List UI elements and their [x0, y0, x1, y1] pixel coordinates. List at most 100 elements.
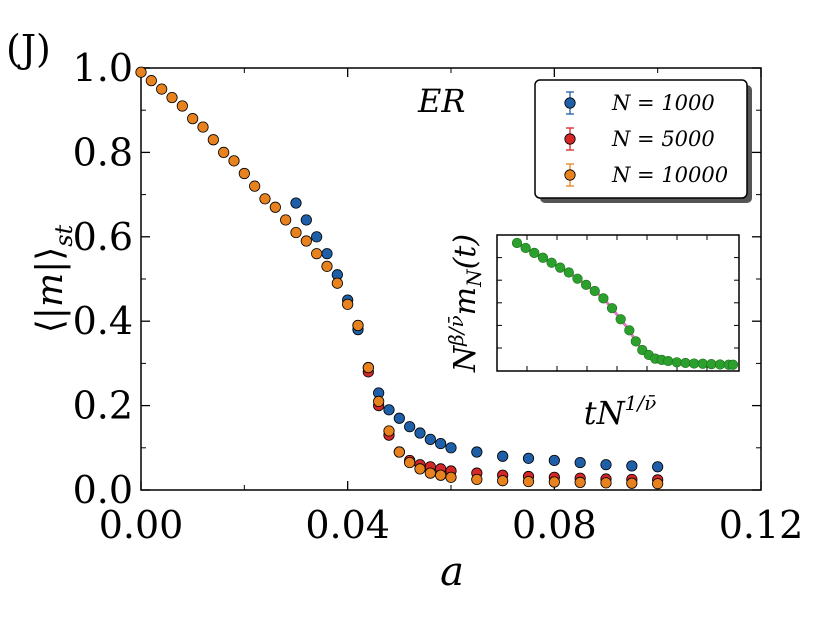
- inset-data-point: [555, 262, 566, 273]
- inset-data-point: [511, 237, 523, 249]
- y-tick-label: 1.0: [73, 46, 133, 90]
- x-tick-label: 0.00: [99, 503, 184, 547]
- x-axis-label: a: [440, 549, 464, 595]
- data-point: [362, 362, 374, 374]
- x-tick-label: 0.12: [719, 503, 804, 547]
- inset-data-point: [563, 267, 574, 278]
- data-point: [522, 475, 535, 488]
- inset-data-point: [630, 336, 641, 347]
- data-point: [652, 461, 664, 473]
- inset-data-point: [624, 325, 635, 336]
- y-tick-label: 0.0: [73, 468, 133, 512]
- data-point: [176, 100, 188, 112]
- legend-items: N = 1000 N = 5000 N = 10000: [564, 91, 728, 187]
- data-point: [574, 476, 586, 489]
- inset-data-point: [589, 285, 600, 297]
- legend-marker: [564, 133, 576, 145]
- inset-data-point: [663, 355, 674, 367]
- inset-data-point: [714, 359, 726, 370]
- data-point: [626, 477, 638, 489]
- inset-data-point: [697, 358, 708, 369]
- data-point: [600, 459, 612, 471]
- data-point: [238, 167, 250, 180]
- data-point: [290, 226, 302, 239]
- legend-label: N = 5000: [611, 127, 715, 151]
- legend-marker: [564, 169, 576, 181]
- data-point: [626, 460, 638, 472]
- data-point: [269, 201, 281, 213]
- data-point: [393, 412, 405, 424]
- data-point: [342, 298, 354, 310]
- data-point: [548, 454, 560, 467]
- data-point: [311, 231, 323, 243]
- data-point: [404, 421, 416, 433]
- main-points: [135, 66, 664, 490]
- data-point: [414, 427, 426, 439]
- data-point: [574, 456, 586, 469]
- data-point: [445, 471, 457, 483]
- inset-y-label: Nβ/ν̄mN(t): [444, 234, 486, 373]
- data-point: [373, 395, 385, 407]
- inset-ticks: [497, 235, 739, 371]
- inset-data-point: [537, 252, 549, 263]
- data-point: [321, 260, 333, 272]
- inset-x-label-text: tN1/ν̄: [584, 391, 656, 432]
- data-point: [300, 214, 312, 226]
- y-tick-label: 0.6: [73, 215, 133, 259]
- panel-label: (J): [6, 27, 51, 71]
- inset-data-point: [680, 357, 691, 369]
- inset-data-point: [546, 257, 557, 268]
- inset-data-point: [727, 359, 739, 370]
- data-point: [259, 193, 271, 205]
- data-point: [218, 146, 230, 158]
- data-point: [145, 75, 157, 87]
- inset-frame: [496, 234, 740, 372]
- inset-y-label-text: Nβ/ν̄mN(t): [444, 234, 486, 373]
- data-point: [652, 478, 664, 490]
- data-point: [280, 214, 292, 226]
- main-ticks: 0.00 0.04 0.08 0.12 0.0 0.2 0.4 0.6 0.8 1.0: [73, 46, 804, 547]
- data-point: [207, 134, 219, 146]
- er-annotation: ER: [417, 82, 465, 120]
- legend: N = 1000 N = 5000 N = 10000: [534, 79, 752, 203]
- data-point: [471, 473, 483, 486]
- data-point: [414, 463, 426, 475]
- data-point: [166, 91, 178, 104]
- legend-marker: [564, 97, 576, 109]
- inset-data-point: [706, 359, 717, 370]
- inset: Nβ/ν̄mN(t) tN1/ν̄: [444, 234, 740, 432]
- y-tick-label: 0.4: [73, 299, 133, 343]
- inset-data-point: [671, 357, 682, 368]
- data-point: [249, 180, 261, 192]
- inset-data-point: [572, 273, 583, 284]
- inset-data-point: [529, 247, 540, 258]
- data-point: [404, 456, 416, 469]
- y-tick-label: 0.8: [73, 130, 133, 174]
- y-axis-label-text: ⟨|m|⟩st: [30, 224, 78, 333]
- data-point: [321, 248, 333, 260]
- data-point: [497, 450, 509, 462]
- legend-label: N = 10000: [611, 163, 728, 187]
- x-tick-label: 0.04: [305, 503, 390, 547]
- data-point: [383, 404, 395, 416]
- data-point: [156, 83, 168, 95]
- inset-data-point: [606, 303, 618, 314]
- legend-label: N = 1000: [611, 91, 715, 115]
- legend-box: [534, 79, 748, 199]
- inset-data-point: [520, 242, 531, 254]
- series-2: [135, 66, 664, 490]
- inset-points: [511, 237, 739, 370]
- data-point: [383, 425, 395, 437]
- y-axis-label: ⟨|m|⟩st: [30, 224, 78, 333]
- data-point: [424, 467, 436, 479]
- inset-data-point: [689, 358, 700, 369]
- data-point: [497, 475, 509, 487]
- inset-data-point: [598, 293, 609, 304]
- data-point: [471, 446, 483, 458]
- data-point: [300, 235, 312, 247]
- data-point: [445, 442, 457, 454]
- inset-data-point: [581, 279, 592, 290]
- data-point: [331, 277, 343, 289]
- y-tick-label: 0.2: [73, 384, 133, 428]
